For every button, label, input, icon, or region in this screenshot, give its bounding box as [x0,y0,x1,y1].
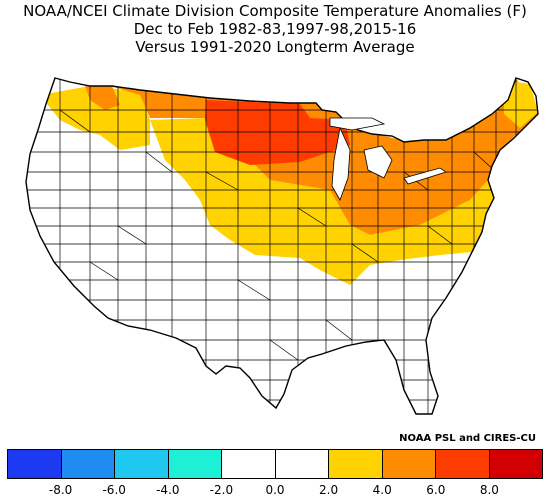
colorbar-cell-0 [8,450,62,478]
colorbar-cell-7 [382,450,436,478]
colorbar-tick-label: 4.0 [372,483,392,497]
title-line-2: Dec to Feb 1982-83,1997-98,2015-16 [133,20,417,38]
colorbar-cell-4 [222,450,276,478]
lake-huron [363,145,393,179]
colorbar-cell-2 [115,450,169,478]
lake-erie [403,167,447,185]
colorbar-tick-label: 0.0 [265,483,285,497]
colorbar-tick-label: 6.0 [426,483,446,497]
northwest-orange-area [85,86,120,110]
colorbar-tick-label: -8.0 [48,483,73,497]
colorbar-cell-3 [168,450,222,478]
lake-michigan [331,126,351,201]
colorbar-tick-label: -2.0 [209,483,234,497]
colorbar-cell-8 [436,450,490,478]
colorbar-tick-label: -6.0 [102,483,126,497]
colorbar-tick-label: 8.0 [479,483,499,497]
colorbar-cell-1 [61,450,115,478]
lake-superior [329,117,386,131]
anomaly-fills [26,78,538,414]
colorbar [7,449,543,479]
title-line-3: Versus 1991-2020 Longterm Average [135,38,415,56]
title-line-1: NOAA/NCEI Climate Division Composite Tem… [23,2,527,20]
colorbar-cell-6 [329,450,383,478]
credit-label: NOAA PSL and CIRES-CU [399,433,536,444]
colorbar-cell-5 [275,450,329,478]
colorbar-cell-9 [489,450,542,478]
new-england-yellow-area [504,80,538,128]
title-block: NOAA/NCEI Climate Division Composite Tem… [0,2,550,56]
northwest-yellow-area [40,86,150,150]
upper-midwest-red-area [205,100,350,165]
colorbar-tick-label: -4.0 [156,483,180,497]
colorbar-tick-label: 2.0 [319,483,339,497]
